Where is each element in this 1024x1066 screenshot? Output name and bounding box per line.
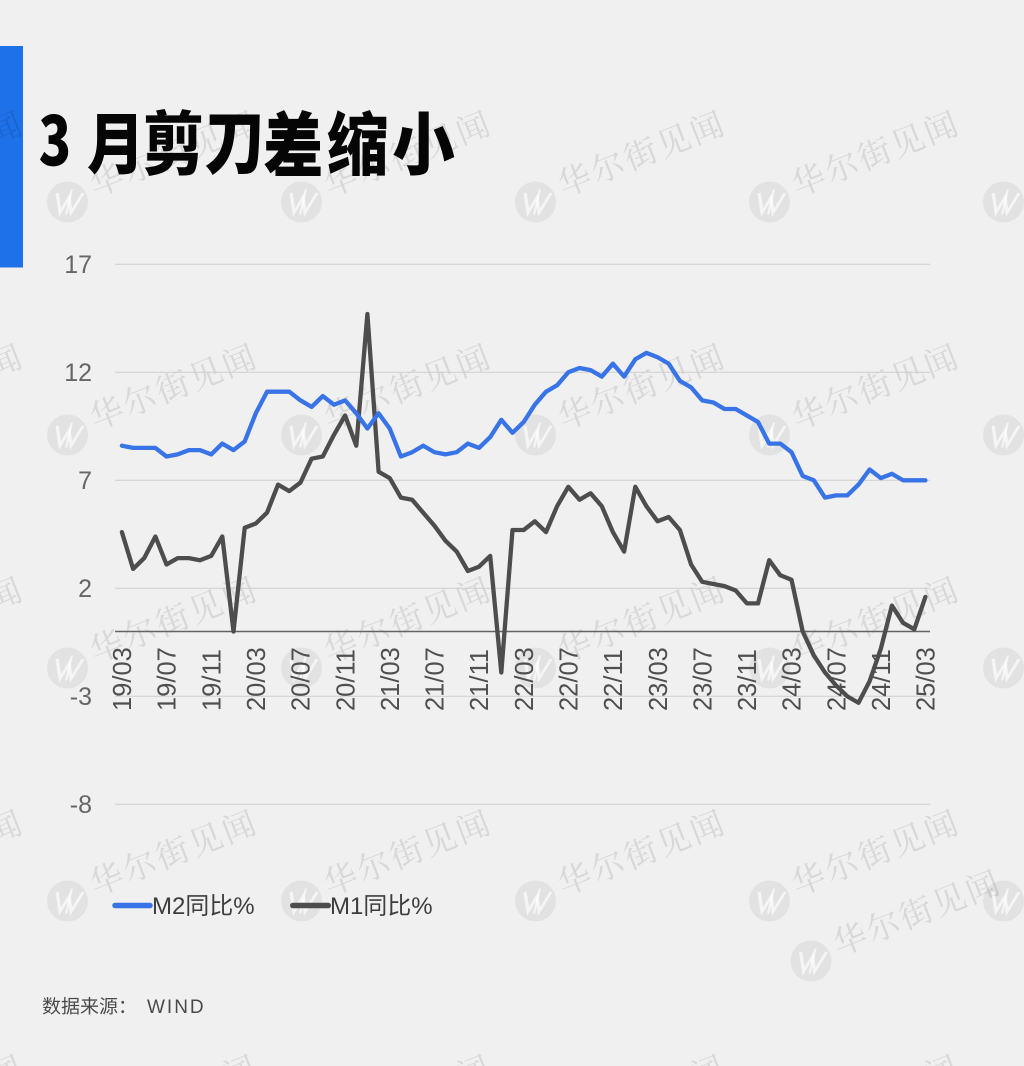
svg-text:19/11: 19/11 bbox=[198, 649, 226, 711]
svg-text:20/07: 20/07 bbox=[288, 647, 316, 711]
svg-text:22/11: 22/11 bbox=[600, 649, 628, 711]
svg-text:24/11: 24/11 bbox=[868, 649, 896, 711]
svg-text:2: 2 bbox=[78, 575, 92, 603]
svg-text:22/03: 22/03 bbox=[511, 647, 539, 711]
svg-text:M1: M1 bbox=[330, 893, 363, 920]
svg-text:20/11: 20/11 bbox=[332, 649, 360, 711]
svg-text:17: 17 bbox=[64, 251, 92, 279]
svg-text:22/07: 22/07 bbox=[556, 647, 584, 711]
svg-text:20/03: 20/03 bbox=[243, 647, 271, 711]
svg-text:21/11: 21/11 bbox=[466, 649, 494, 711]
svg-text:-3: -3 bbox=[70, 683, 92, 711]
svg-text:24/03: 24/03 bbox=[779, 647, 807, 711]
svg-text:19/03: 19/03 bbox=[109, 647, 137, 711]
svg-text:7: 7 bbox=[78, 467, 92, 495]
svg-text:-8: -8 bbox=[70, 791, 92, 819]
svg-text:12: 12 bbox=[64, 359, 92, 387]
svg-text:19/07: 19/07 bbox=[154, 647, 182, 711]
svg-text:23/07: 23/07 bbox=[689, 647, 717, 711]
svg-text:21/03: 21/03 bbox=[377, 647, 405, 711]
svg-text:%: % bbox=[233, 893, 254, 920]
svg-text:21/07: 21/07 bbox=[422, 647, 450, 711]
svg-text:25/03: 25/03 bbox=[913, 647, 941, 711]
svg-text:24/07: 24/07 bbox=[823, 647, 851, 711]
svg-text:%: % bbox=[411, 893, 432, 920]
svg-text:23/03: 23/03 bbox=[645, 647, 673, 711]
svg-text:23/11: 23/11 bbox=[734, 649, 762, 711]
svg-text:WIND: WIND bbox=[147, 997, 206, 1018]
svg-text:M2: M2 bbox=[152, 893, 185, 920]
